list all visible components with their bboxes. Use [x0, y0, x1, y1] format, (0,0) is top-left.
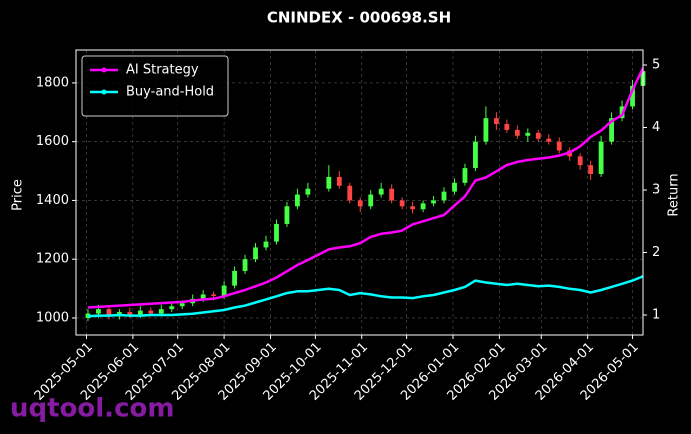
- candle-body: [347, 185, 353, 201]
- candle-body: [232, 270, 237, 286]
- candle-body: [441, 191, 447, 201]
- y2-tick-label: 3: [652, 183, 660, 198]
- candle-body: [598, 141, 604, 174]
- y-tick-label: 1000: [36, 310, 69, 325]
- plot-frame: [75, 49, 644, 336]
- y-tick-label: 1400: [36, 193, 69, 208]
- candle-body: [284, 206, 290, 224]
- watermark: uqtool.com: [10, 394, 174, 424]
- y2-tick-label: 1: [652, 308, 660, 323]
- candle-body: [96, 309, 101, 314]
- candle-body: [452, 182, 457, 192]
- candle-body: [221, 285, 227, 296]
- candle-body: [148, 310, 154, 314]
- chart-title: CNINDEX - 000698.SH: [267, 9, 451, 27]
- candle-body: [274, 223, 279, 242]
- series-line: [87, 275, 644, 318]
- candle-body: [158, 309, 164, 314]
- candle-body: [410, 206, 416, 210]
- candle-body: [546, 138, 552, 142]
- candle-body: [473, 141, 478, 169]
- candle-body: [462, 168, 468, 183]
- candle-body: [106, 309, 112, 317]
- candle-body: [263, 241, 269, 248]
- y-tick-label: 1600: [36, 134, 69, 149]
- y-tick-label: 1800: [36, 75, 69, 90]
- candle-body: [179, 303, 185, 307]
- candle-body: [525, 132, 531, 136]
- y2-tick-label: 5: [652, 58, 660, 73]
- candle-body: [535, 132, 541, 139]
- candle-body: [630, 85, 635, 107]
- candle-body: [483, 118, 489, 142]
- candle-body: [556, 141, 562, 151]
- candle-body: [389, 188, 395, 201]
- legend-marker: [101, 89, 107, 95]
- legend-label: Buy-and-Hold: [126, 85, 214, 100]
- candle-body: [431, 200, 436, 204]
- candle-body: [493, 118, 499, 125]
- candle-body: [504, 124, 510, 130]
- legend-label: AI Strategy: [126, 63, 199, 78]
- candle-body: [253, 247, 258, 260]
- y-axis-label: Price: [11, 179, 26, 211]
- candle-body: [357, 200, 363, 207]
- legend-box: [81, 55, 229, 117]
- candle-body: [169, 306, 175, 310]
- candle-body: [514, 129, 520, 136]
- candle-body: [368, 194, 374, 207]
- candle-body: [295, 194, 300, 207]
- y-tick-label: 1200: [36, 252, 69, 267]
- candle-body: [588, 165, 594, 174]
- candle-body: [127, 312, 133, 316]
- candle-body: [609, 118, 614, 142]
- candle-body: [378, 188, 384, 195]
- legend: AI Strategy Buy-and-Hold: [81, 55, 229, 117]
- legend-marker: [101, 67, 107, 73]
- candle-body: [200, 294, 206, 299]
- candle-body: [211, 294, 217, 296]
- candle-body: [137, 310, 143, 316]
- candle-body: [326, 176, 332, 189]
- candle-body: [242, 259, 248, 271]
- y2-tick-label: 4: [652, 120, 660, 135]
- candle-body: [305, 188, 311, 195]
- y2-tick-label: 2: [652, 245, 660, 260]
- series-line: [87, 67, 645, 309]
- candle-body: [399, 200, 405, 207]
- candle-body: [577, 156, 583, 166]
- candle-body: [420, 203, 426, 210]
- y2-axis-label: Return: [667, 173, 682, 216]
- candle-body: [336, 176, 342, 186]
